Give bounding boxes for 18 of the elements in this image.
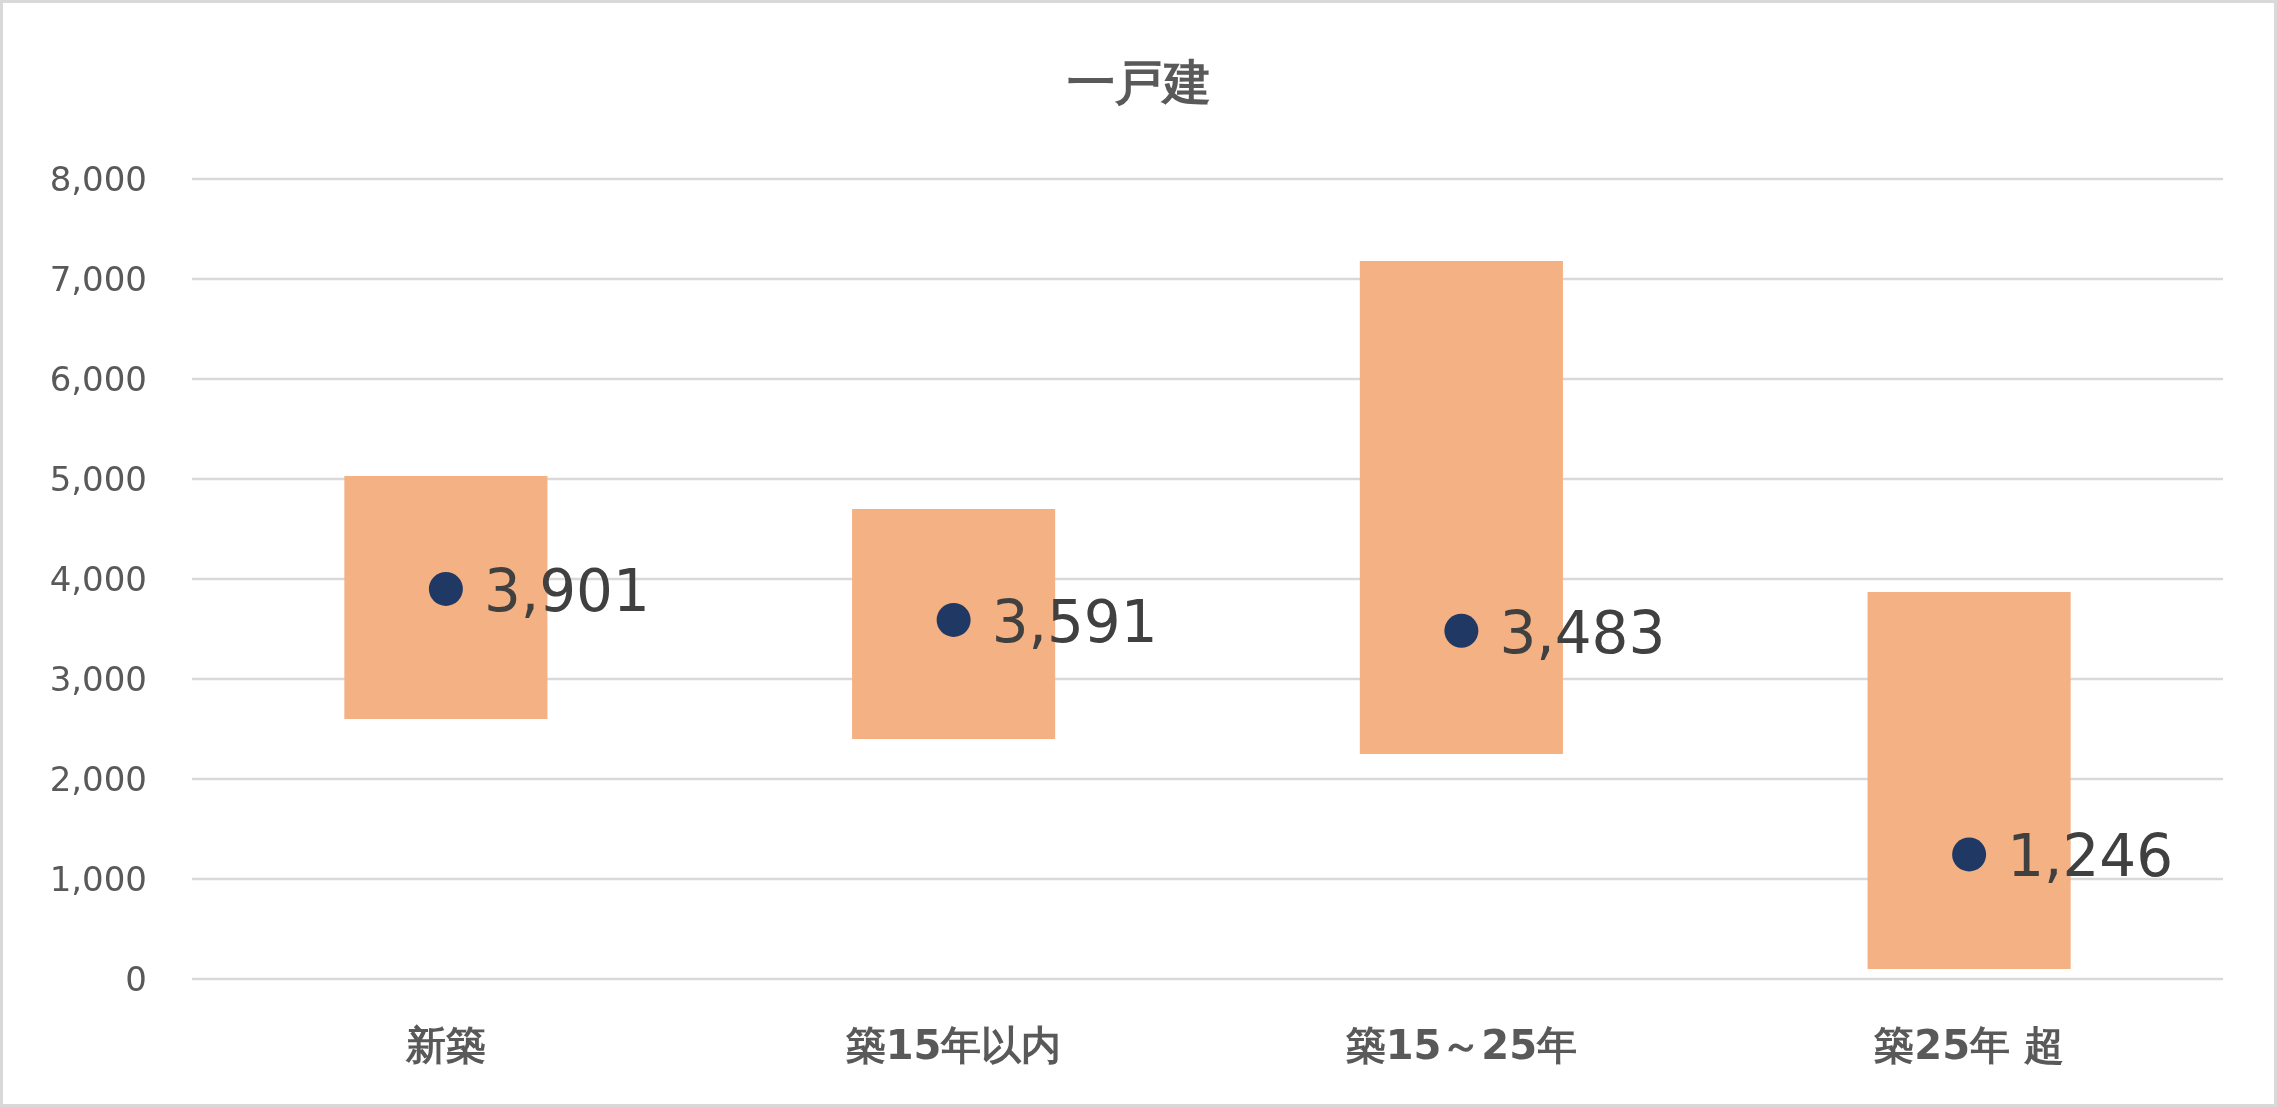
x-tick-label: 新築 [404,1022,486,1068]
y-tick-label: 5,000 [49,459,147,499]
point [428,571,463,606]
point [1444,613,1479,648]
chart-title: 一戸建 [1066,54,1211,110]
y-tick-label: 7,000 [49,259,147,299]
y-tick-label: 4,000 [49,559,147,599]
y-tick-label: 3,000 [49,659,147,699]
x-tick-label: 築15年以内 [844,1022,1062,1068]
x-tick-label: 築15～25年 [1344,1022,1578,1068]
point [1952,837,1987,872]
y-tick-label: 1,000 [49,859,147,899]
y-tick-label: 0 [125,959,147,999]
point [936,602,971,637]
y-tick-label: 2,000 [49,759,147,799]
y-tick-label: 8,000 [49,159,147,199]
x-tick-label: 築25年 超 [1873,1022,2064,1068]
y-tick-label: 6,000 [49,359,147,399]
